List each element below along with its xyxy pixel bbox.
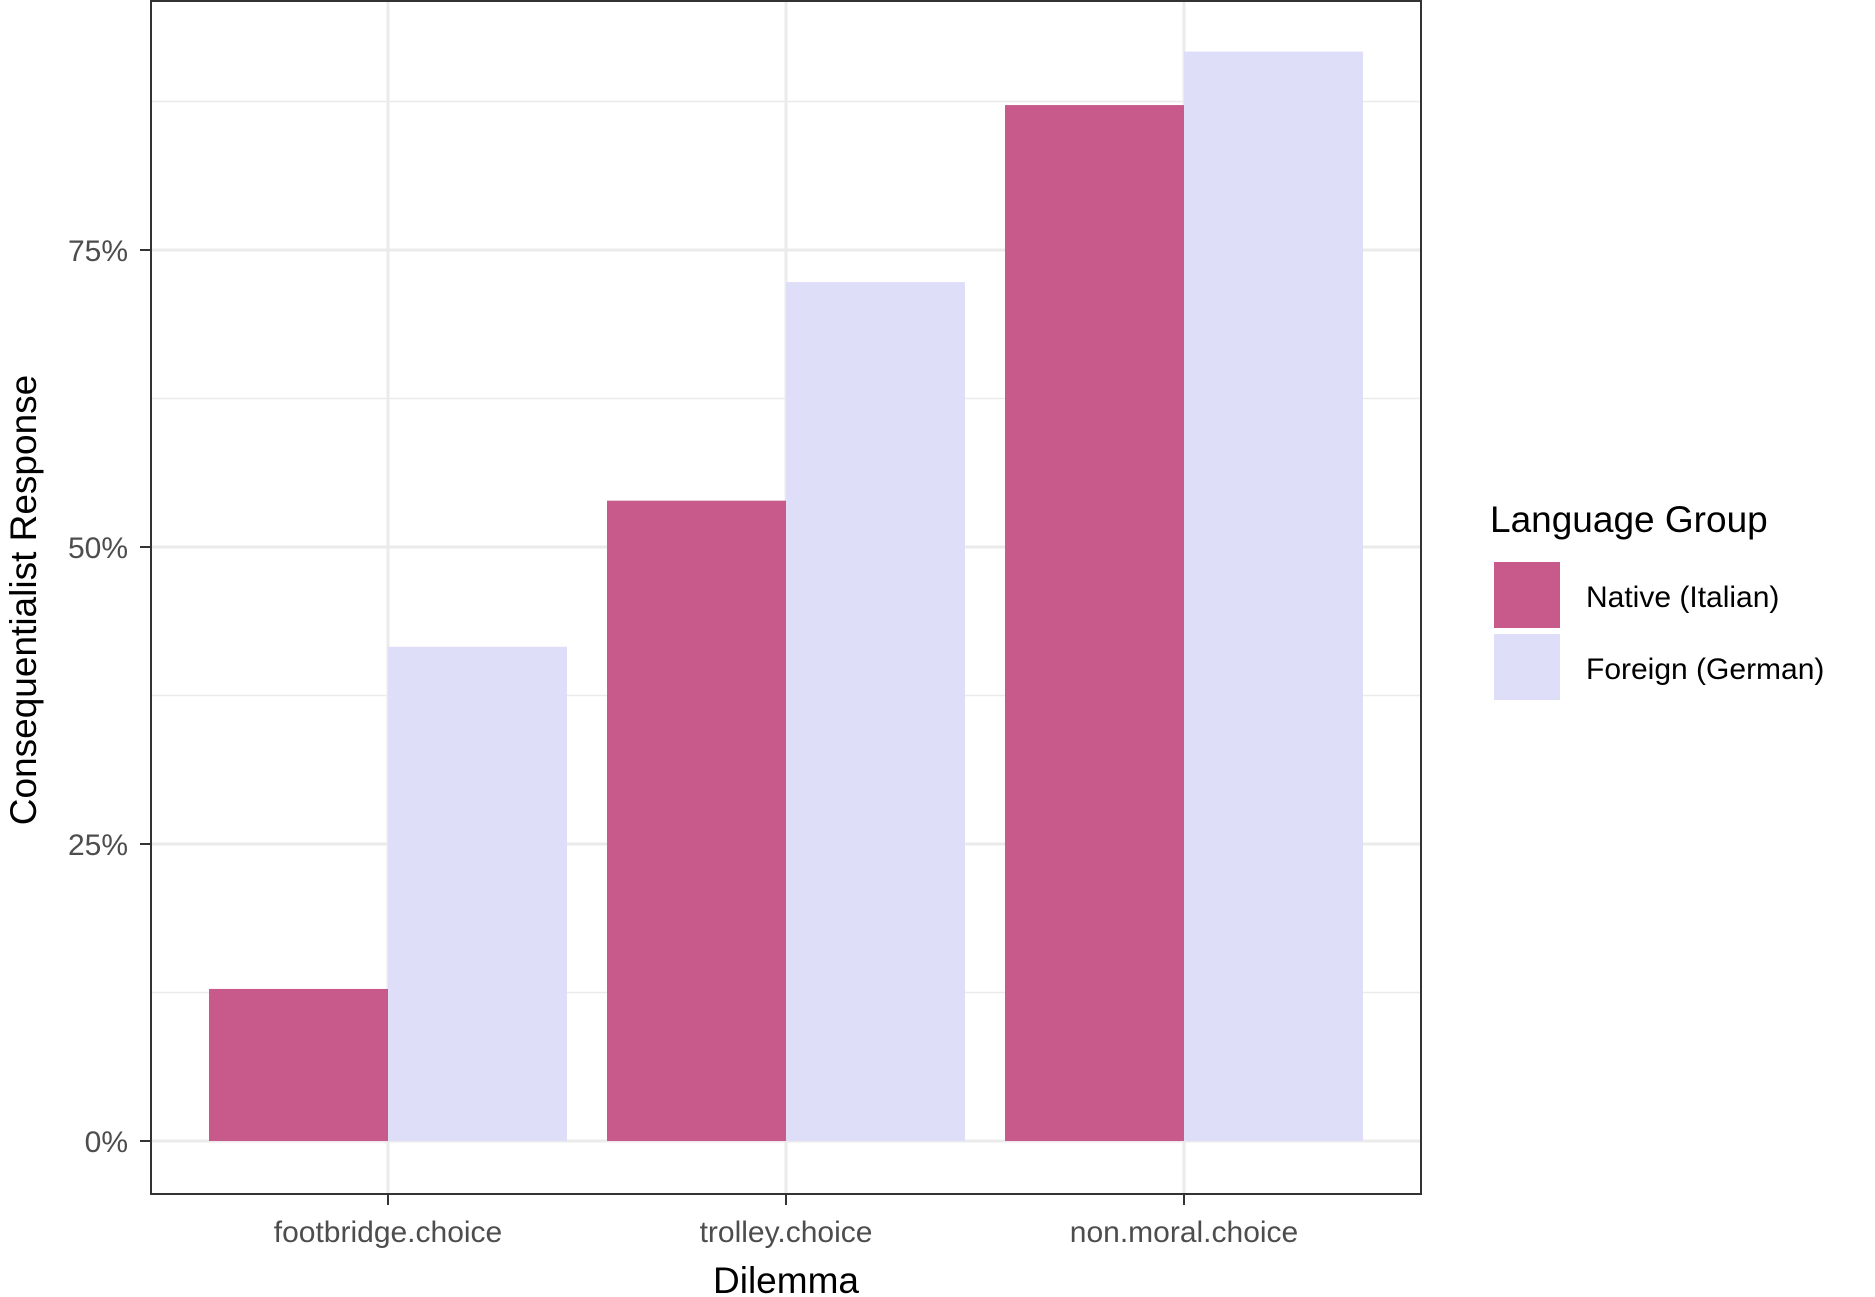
bars: [209, 51, 1363, 1142]
x-tick-label: trolley.choice: [700, 1216, 873, 1249]
x-axis: footbridge.choice trolley.choice non.moral…: [274, 1194, 1298, 1249]
y-tick-label: 50%: [68, 532, 128, 565]
y-tick-label: 75%: [68, 235, 128, 268]
y-axis: 0% 25% 50% 75%: [68, 235, 151, 1159]
legend-label-foreign: Foreign (German): [1586, 653, 1824, 686]
legend-swatch-foreign: [1494, 634, 1560, 700]
legend: Language Group Native (Italian) Foreign …: [1490, 499, 1824, 700]
y-axis-title: Consequentialist Response: [3, 375, 44, 825]
legend-swatch-native: [1494, 562, 1560, 628]
bar-foreign-footbridge-choice: [388, 646, 567, 1141]
legend-label-native: Native (Italian): [1586, 581, 1779, 614]
legend-title: Language Group: [1490, 499, 1768, 540]
y-tick-label: 0%: [85, 1126, 128, 1159]
x-tick-label: footbridge.choice: [274, 1216, 503, 1249]
bar-foreign-non-moral-choice: [1184, 51, 1363, 1141]
bar-native-non-moral-choice: [1005, 105, 1184, 1142]
bar-native-trolley-choice: [607, 500, 786, 1142]
y-tick-label: 25%: [68, 829, 128, 862]
bar-foreign-trolley-choice: [786, 282, 965, 1141]
bar-native-footbridge-choice: [209, 988, 388, 1141]
x-axis-title: Dilemma: [713, 1260, 859, 1297]
x-tick-label: non.moral.choice: [1070, 1216, 1298, 1249]
